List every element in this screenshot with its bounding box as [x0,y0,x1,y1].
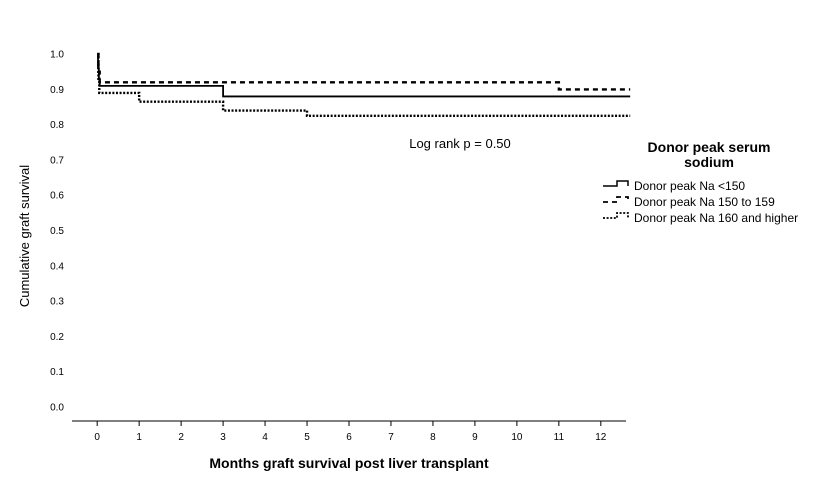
y-tick-label: 0.1 [50,367,64,378]
x-axis-ticks: 0 1 2 3 4 5 6 7 8 9 10 11 12 [94,421,607,443]
legend-entry-label: Donor peak Na <150 [634,179,745,193]
x-tick-label: 6 [346,432,352,443]
log-rank-annotation: Log rank p = 0.50 [409,136,511,151]
legend: Donor peak serum sodium Donor peak Na <15… [603,139,798,225]
x-tick-label: 10 [511,432,523,443]
x-tick-label: 11 [554,432,565,443]
legend-swatch [603,212,629,219]
y-tick-label: 0.6 [50,191,64,202]
x-tick-label: 5 [304,432,310,443]
legend-entries: Donor peak Na <150 Donor peak Na 150 to 1… [603,179,798,225]
series-layer [97,52,631,118]
y-axis-title: Cumulative graft survival [17,165,32,307]
x-tick-label: 4 [262,432,268,443]
y-tick-label: 0.8 [50,120,64,131]
x-tick-label: 0 [94,432,100,443]
x-tick-label: 9 [472,432,478,443]
y-tick-label: 0.7 [50,155,64,166]
x-tick-label: 8 [430,432,436,443]
legend-swatch [603,180,629,187]
y-tick-label: 0.2 [50,332,64,343]
x-tick-label: 3 [220,432,226,443]
x-tick-label: 1 [136,432,142,443]
y-tick-label: 0.4 [50,261,64,272]
legend-title: Donor peak serum sodium [648,139,771,170]
y-tick-label: 0.9 [50,85,64,96]
y-tick-label: 0.0 [50,402,64,413]
x-tick-label: 12 [595,432,607,443]
legend-entry-label: Donor peak Na 150 to 159 [634,195,775,209]
y-tick-label: 0.3 [50,297,64,308]
legend-swatch [603,196,629,203]
x-tick-label: 2 [178,432,184,443]
series-line-3 [97,52,631,118]
y-tick-label: 1.0 [50,50,64,61]
x-axis-title: Months graft survival post liver transpl… [209,455,489,471]
y-axis-ticks: 0.0 0.1 0.2 0.3 0.4 0.5 0.6 0.7 0.8 0.9 1.0 [50,50,64,414]
series-line-2 [97,52,631,91]
series-line-1 [97,53,631,98]
x-tick-label: 7 [388,432,394,443]
legend-entry-label: Donor peak Na 160 and higher [634,211,798,225]
y-tick-label: 0.5 [50,226,64,237]
